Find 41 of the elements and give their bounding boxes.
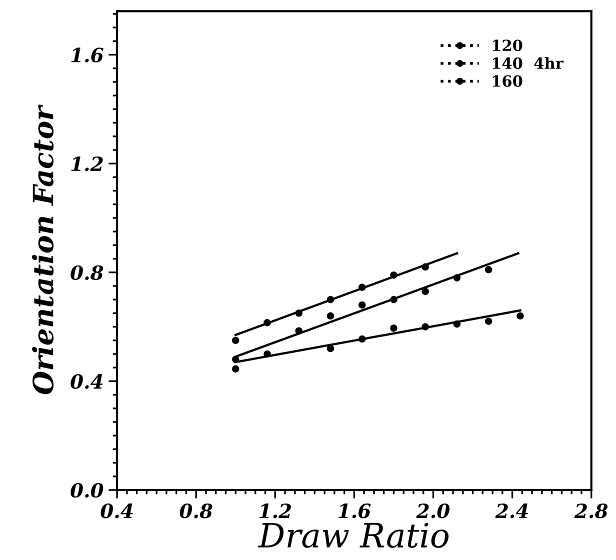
point <box>422 288 429 296</box>
point <box>326 312 334 320</box>
point <box>484 266 492 274</box>
point <box>326 344 334 352</box>
x-tick-label: 2.0 <box>416 504 450 518</box>
point <box>453 320 461 328</box>
point <box>232 336 240 344</box>
legend-label: 160 <box>492 75 522 87</box>
y-tick-label: 0.8 <box>70 265 104 280</box>
point <box>484 318 492 325</box>
x-tick-label: 1.2 <box>259 504 291 518</box>
legend-label: 120 <box>492 40 522 52</box>
point <box>358 301 366 309</box>
y-tick-label: 1.6 <box>71 48 104 62</box>
point <box>422 323 429 330</box>
x-tick-label: 0.4 <box>100 504 133 518</box>
point <box>390 324 398 332</box>
x-tick-label: 0.8 <box>180 504 212 518</box>
point <box>264 319 271 326</box>
point <box>326 296 334 304</box>
point <box>390 296 398 304</box>
point <box>422 263 429 271</box>
legend-label: 140 4hr <box>492 57 564 69</box>
point <box>358 335 366 343</box>
x-tick-label: 2.8 <box>574 504 608 518</box>
point <box>232 356 240 364</box>
point <box>358 284 366 291</box>
point <box>453 274 461 282</box>
x-tick-label: 1.6 <box>338 504 371 518</box>
point <box>232 365 240 373</box>
x-axis-title: Draw Ratio <box>258 522 449 548</box>
y-tick-label: 1.2 <box>71 156 103 172</box>
y-axis-title: Orientation Factor <box>32 104 54 394</box>
y-tick-label: 0.0 <box>70 482 104 498</box>
point <box>295 310 303 317</box>
point <box>390 271 398 279</box>
point <box>295 327 303 334</box>
point <box>516 312 524 320</box>
y-tick-label: 0.4 <box>70 374 103 389</box>
x-tick-label: 2.4 <box>495 504 528 518</box>
point <box>264 350 271 358</box>
